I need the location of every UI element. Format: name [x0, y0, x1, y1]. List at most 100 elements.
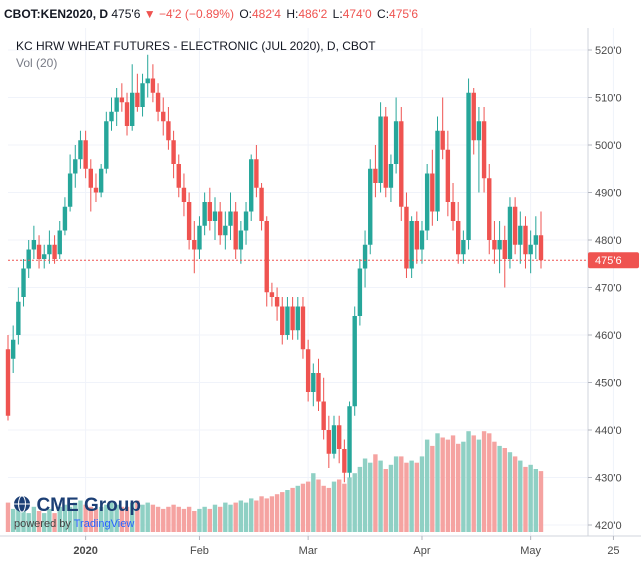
volume-bar: [233, 502, 238, 532]
candle-body: [264, 221, 269, 293]
volume-bar: [305, 481, 311, 532]
time-axis[interactable]: 2020 Feb Mar Apr May 25: [0, 535, 641, 557]
volume-bar: [440, 437, 445, 532]
volume-bar: [212, 504, 218, 532]
candle-body: [399, 121, 404, 207]
candle-body: [290, 306, 295, 331]
candle-body: [409, 221, 414, 269]
candle-body: [440, 130, 445, 150]
tradingview-link[interactable]: TradingView: [73, 518, 135, 530]
volume-bar: [155, 506, 161, 532]
powered-by-text: powered by: [14, 518, 71, 530]
candle-body: [166, 121, 171, 141]
candle-body: [176, 164, 181, 188]
candle-body: [342, 449, 347, 473]
volume-bar: [78, 500, 83, 532]
chart-title: KC HRW WHEAT FUTURES - ELECTRONIC (JUL 2…: [16, 39, 376, 53]
volume-bar: [166, 506, 171, 532]
candle-body: [171, 140, 176, 164]
volume-bar: [129, 502, 135, 532]
volume-bar: [114, 504, 119, 532]
candle-body: [52, 244, 57, 259]
volume-bar: [316, 479, 321, 532]
volume-bar: [73, 502, 78, 532]
volume-bar: [507, 452, 513, 532]
candle-body: [280, 306, 285, 335]
candle-body: [228, 211, 233, 226]
candle-body: [461, 240, 466, 255]
volume-bar: [538, 471, 544, 532]
volume-bar: [145, 502, 150, 532]
candle-body: [316, 373, 321, 402]
cme-globe-icon: [14, 495, 30, 513]
volume-bar: [368, 462, 373, 532]
candle-body: [259, 187, 264, 221]
y-tick-label: 510'0: [595, 93, 622, 105]
volume-bar: [150, 504, 156, 532]
candle-body: [192, 240, 197, 250]
candle-body: [233, 211, 238, 250]
volume-bar: [264, 498, 269, 532]
candle-body: [507, 206, 513, 259]
low-value: 474'0: [342, 7, 372, 21]
volume-bar: [42, 513, 47, 532]
y-tick-label: 420'0: [595, 520, 622, 532]
candle-body: [435, 130, 440, 212]
volume-bar: [290, 487, 295, 532]
down-arrow-icon: ▼: [143, 7, 156, 21]
volume-bar: [523, 466, 528, 532]
candle-body: [378, 116, 383, 183]
candle-body: [321, 401, 326, 430]
volume-bar: [119, 506, 125, 532]
volume-bar: [98, 506, 104, 532]
candle-body: [383, 116, 388, 188]
x-tick-label: Apr: [413, 545, 430, 557]
volume-bar: [373, 454, 378, 532]
candle-body: [238, 230, 244, 250]
candle-body: [119, 97, 125, 103]
volume-bar: [202, 506, 207, 532]
volume-bar: [259, 496, 264, 532]
candle-body: [67, 173, 73, 207]
volume-bar: [254, 500, 259, 532]
volume-bar: [243, 502, 249, 532]
x-tick-label: 25: [607, 545, 619, 557]
candle-body: [523, 225, 528, 255]
volume-bar: [228, 504, 233, 532]
volume-bar: [456, 443, 461, 532]
volume-bar: [140, 504, 145, 532]
candle-body: [212, 211, 218, 221]
y-tick-label: 470'0: [595, 283, 622, 295]
candle-body: [47, 244, 52, 255]
last-price-tag: 475'6: [588, 252, 639, 269]
candle-body: [269, 292, 275, 297]
candle-body: [538, 235, 544, 261]
volume-bar: [450, 435, 456, 532]
candle-body: [373, 168, 378, 183]
candle-body: [21, 268, 26, 297]
price-axis[interactable]: 420'0 430'0 440'0 450'0 460'0 470'0 480'0 490'0…: [587, 28, 639, 536]
y-tick-label: 480'0: [595, 235, 622, 247]
candle-body: [533, 235, 539, 245]
volume-bar: [352, 473, 357, 532]
candle-body: [456, 221, 461, 255]
volume-bar: [378, 460, 383, 532]
volume-bar: [181, 508, 187, 532]
volume-bar: [62, 504, 68, 532]
price-chart[interactable]: 420'0 430'0 440'0 450'0 460'0 470'0 480'0 490'0…: [0, 28, 641, 570]
candle-body: [331, 425, 337, 454]
symbol-label[interactable]: CBOT:KEN2020, D: [4, 7, 109, 21]
candle-body: [36, 244, 42, 259]
last-price-tag-label: 475'6: [595, 255, 622, 267]
candle-body: [88, 168, 93, 188]
candle-body: [497, 240, 502, 250]
close-value: 475'6: [389, 7, 419, 21]
candle-body: [161, 111, 166, 122]
volume-bar: [435, 433, 440, 532]
volume-bar: [331, 481, 337, 532]
volume-bar: [445, 439, 451, 532]
volume-bar: [321, 485, 326, 532]
volume-bar: [533, 469, 539, 532]
volume-bar: [67, 506, 73, 532]
volume-bar: [471, 435, 476, 532]
